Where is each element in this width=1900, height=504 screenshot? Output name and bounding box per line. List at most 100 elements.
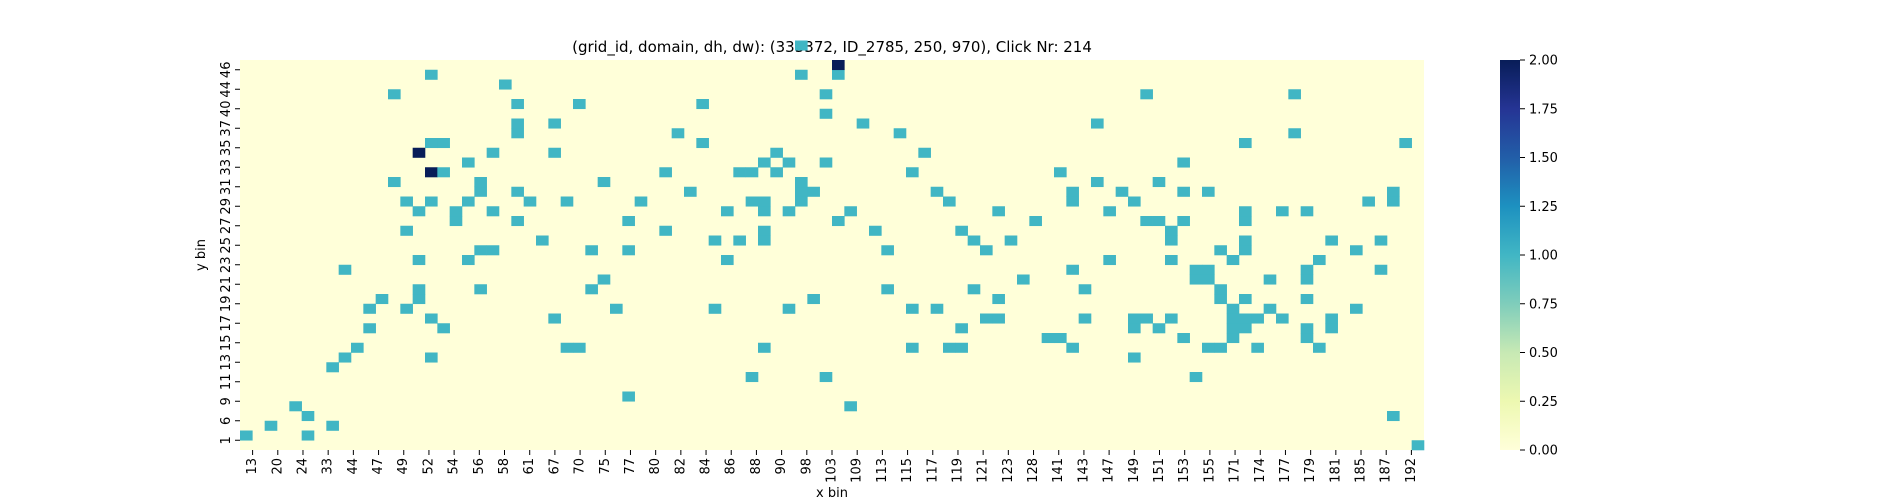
heatmap-cell <box>906 303 919 314</box>
y-tick-label: 40 <box>219 101 234 118</box>
heatmap-cell <box>1202 264 1215 275</box>
x-tick-label: 52 <box>421 458 436 475</box>
heatmap-cell <box>610 303 623 314</box>
x-tick-label: 58 <box>497 458 512 475</box>
y-tick-label: 46 <box>219 62 234 79</box>
heatmap-cell <box>758 235 771 246</box>
heatmap-cell <box>1128 352 1141 363</box>
x-tick-label: 47 <box>371 458 386 475</box>
heatmap-cell <box>474 186 487 197</box>
heatmap-cell <box>585 284 598 295</box>
x-tick-label: 103 <box>825 458 840 483</box>
y-tick-label: 21 <box>219 276 234 293</box>
heatmap-cell <box>770 147 783 158</box>
heatmap-cell <box>1140 313 1153 324</box>
heatmap-cell <box>412 294 426 305</box>
heatmap-cell <box>1066 264 1079 275</box>
x-tick-label: 187 <box>1379 458 1394 483</box>
heatmap-cell <box>930 303 944 314</box>
y-tick-label: 9 <box>219 397 234 405</box>
y-tick-label: 1 <box>219 436 234 444</box>
heatmap-cell <box>1091 177 1104 188</box>
heatmap-cell <box>622 245 635 256</box>
heatmap-cell <box>338 264 352 275</box>
heatmap-cell <box>264 420 278 431</box>
heatmap-cell <box>819 372 833 383</box>
x-tick-label: 117 <box>925 458 940 483</box>
heatmap-cell <box>1300 274 1314 285</box>
heatmap-cell <box>437 323 450 334</box>
y-axis-label: y bin <box>194 239 209 271</box>
heatmap-cell <box>1313 255 1326 266</box>
heatmap-cell <box>745 167 759 178</box>
heatmap-cell <box>1177 216 1190 227</box>
heatmap-cell <box>1214 342 1227 353</box>
heatmap-cell <box>573 342 586 353</box>
heatmap-plot-area <box>240 40 1425 451</box>
heatmap-cell <box>807 294 820 305</box>
heatmap-cell <box>1276 206 1289 217</box>
x-tick-label: 147 <box>1102 458 1117 483</box>
heatmap-cell <box>338 352 352 363</box>
heatmap-cell <box>1226 303 1240 314</box>
heatmap-cell <box>1103 255 1116 266</box>
y-tick-label: 19 <box>219 296 234 313</box>
heatmap-cell <box>684 186 697 197</box>
heatmap-cell <box>1091 118 1104 129</box>
heatmap-cell <box>708 303 722 314</box>
heatmap-cell <box>573 99 586 110</box>
heatmap-cell <box>733 235 746 246</box>
heatmap-cell <box>1140 216 1153 227</box>
heatmap-cell <box>1387 186 1400 197</box>
heatmap-cell <box>1239 138 1252 149</box>
heatmap-cell <box>511 186 524 197</box>
heatmap-cell <box>1066 342 1079 353</box>
heatmap-cell <box>696 138 709 149</box>
x-tick-label: 54 <box>447 458 462 475</box>
heatmap-cell <box>819 157 833 168</box>
heatmap-cell <box>930 186 944 197</box>
x-tick-label: 61 <box>522 458 537 475</box>
heatmap-cell <box>1239 235 1252 246</box>
x-tick-label: 192 <box>1404 458 1419 483</box>
heatmap-cell <box>1165 225 1178 236</box>
x-tick-label: 77 <box>623 458 638 475</box>
heatmap-cell <box>1276 313 1289 324</box>
heatmap-cell <box>1165 313 1178 324</box>
heatmap-cell <box>1226 333 1240 344</box>
heatmap-cell <box>758 206 771 217</box>
colorbar-tick-label: 0.50 <box>1529 346 1558 361</box>
x-tick-label: 88 <box>749 458 764 475</box>
heatmap-cell <box>1263 303 1277 314</box>
y-tick-label: 37 <box>219 120 234 137</box>
heatmap-cell <box>832 60 845 71</box>
x-tick-label: 174 <box>1253 458 1268 483</box>
y-tick-label: 6 <box>219 417 234 425</box>
heatmap-cell <box>486 147 500 158</box>
heatmap-cell <box>462 196 475 207</box>
heatmap-cell <box>955 323 968 334</box>
y-tick-label: 15 <box>219 335 234 352</box>
heatmap-cell <box>1387 196 1400 207</box>
x-tick-label: 149 <box>1127 458 1142 483</box>
x-tick-label: 185 <box>1354 458 1369 483</box>
heatmap-cell <box>548 147 561 158</box>
heatmap-cell <box>622 391 635 402</box>
heatmap-cell <box>856 118 870 129</box>
heatmap-cell <box>1152 216 1166 227</box>
x-tick-label: 86 <box>724 458 739 475</box>
x-axis-ticks: 13 20 24 33 44 47 49 52 54 56 58 61 67 70 75 77 80 82 84 86… <box>245 450 1419 483</box>
heatmap-cell <box>869 225 882 236</box>
heatmap-cell <box>906 342 919 353</box>
x-tick-label: 82 <box>673 458 688 475</box>
colorbar-tick-label: 0.25 <box>1529 395 1558 410</box>
heatmap-cell <box>511 99 524 110</box>
heatmap-cell <box>1226 313 1240 324</box>
x-tick-label: 123 <box>1001 458 1016 483</box>
heatmap-cell <box>412 206 426 217</box>
heatmap-cell <box>844 401 857 412</box>
heatmap-cell <box>1177 157 1190 168</box>
heatmap-cell <box>1325 323 1338 334</box>
heatmap-cell <box>795 177 808 188</box>
